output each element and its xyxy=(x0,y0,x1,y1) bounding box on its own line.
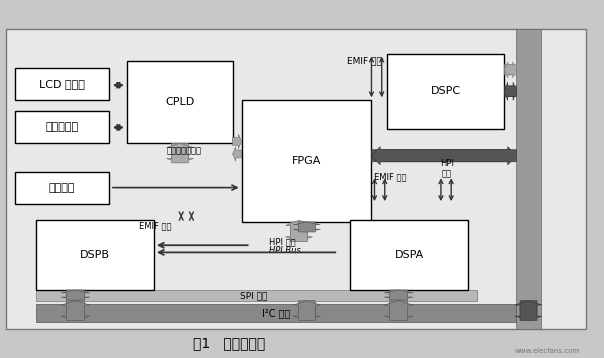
FancyArrow shape xyxy=(61,290,90,300)
Bar xyxy=(387,54,504,129)
FancyArrow shape xyxy=(384,301,413,320)
Bar xyxy=(36,220,154,290)
Text: 图1   系统原理图: 图1 系统原理图 xyxy=(193,337,266,351)
Text: EMIF 总线: EMIF 总线 xyxy=(139,221,172,230)
Bar xyxy=(36,304,516,322)
Bar xyxy=(15,111,109,143)
Text: www.elecfans.com: www.elecfans.com xyxy=(515,348,580,354)
FancyArrow shape xyxy=(504,62,516,78)
Bar xyxy=(15,172,109,204)
FancyArrow shape xyxy=(294,301,320,320)
FancyArrow shape xyxy=(371,147,516,165)
Text: LCD 显示器: LCD 显示器 xyxy=(39,79,85,89)
FancyArrow shape xyxy=(294,301,320,320)
Bar xyxy=(516,29,541,329)
Bar xyxy=(242,100,371,222)
FancyArrow shape xyxy=(61,301,90,320)
FancyArrow shape xyxy=(504,82,516,100)
Bar xyxy=(36,290,477,301)
FancyArrow shape xyxy=(61,290,90,300)
FancyArrow shape xyxy=(294,222,320,232)
FancyArrow shape xyxy=(167,143,193,163)
FancyArrow shape xyxy=(294,222,320,232)
Text: HPI Bus: HPI Bus xyxy=(269,246,301,255)
FancyArrow shape xyxy=(167,143,193,163)
FancyArrow shape xyxy=(286,222,312,242)
Bar xyxy=(15,68,109,100)
Text: I²C 总线: I²C 总线 xyxy=(263,308,291,318)
Bar xyxy=(350,220,468,290)
Bar xyxy=(6,29,586,329)
Text: CPLD: CPLD xyxy=(165,97,194,107)
FancyArrow shape xyxy=(384,290,413,300)
Text: HPI 总线: HPI 总线 xyxy=(269,237,295,246)
Bar xyxy=(127,61,233,143)
FancyArrow shape xyxy=(515,301,542,320)
FancyArrow shape xyxy=(504,62,516,78)
FancyArrow shape xyxy=(233,134,242,149)
Text: EMIF 总线: EMIF 总线 xyxy=(374,173,407,182)
Text: 模数转换器: 模数转换器 xyxy=(45,122,79,132)
FancyArrow shape xyxy=(504,82,516,100)
FancyArrow shape xyxy=(286,220,312,242)
FancyArrow shape xyxy=(371,147,516,165)
Text: DSPB: DSPB xyxy=(80,250,110,260)
FancyArrow shape xyxy=(233,147,242,161)
Text: SPI 总线: SPI 总线 xyxy=(240,291,268,300)
Text: DSPA: DSPA xyxy=(394,250,424,260)
FancyArrow shape xyxy=(515,301,542,320)
Text: 数据与控制总线: 数据与控制总线 xyxy=(167,146,202,155)
Text: DSPC: DSPC xyxy=(431,86,460,96)
FancyArrow shape xyxy=(384,301,413,320)
FancyArrow shape xyxy=(61,301,90,320)
Text: EMIF 总线: EMIF 总线 xyxy=(347,56,382,66)
Text: HPI
总线: HPI 总线 xyxy=(440,159,454,178)
Text: FPGA: FPGA xyxy=(292,156,321,166)
Text: 有源晶振: 有源晶振 xyxy=(49,183,75,193)
FancyArrow shape xyxy=(384,290,413,300)
